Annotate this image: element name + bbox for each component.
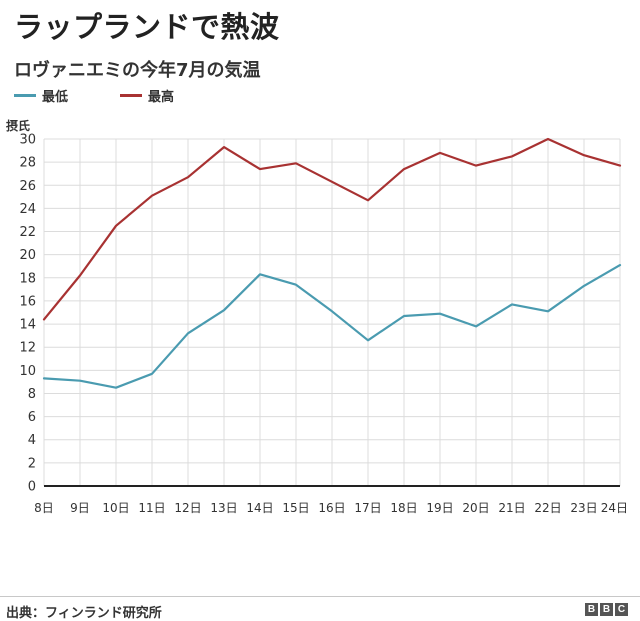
y-tick-label: 2 — [28, 456, 36, 471]
source-credit: 出典：フィンランド研究所 — [6, 602, 162, 621]
y-tick-label: 28 — [19, 156, 36, 171]
y-tick-label: 30 — [19, 133, 36, 148]
y-tick-label: 8 — [28, 387, 36, 402]
x-tick-label: 11日 — [138, 501, 165, 515]
y-tick-label: 20 — [19, 248, 36, 263]
y-tick-label: 16 — [19, 294, 36, 309]
x-tick-label: 23日 — [570, 501, 597, 515]
bbc-logo-letter-c: C — [615, 603, 628, 616]
y-tick-label: 12 — [19, 341, 36, 356]
x-tick-label: 14日 — [246, 501, 273, 515]
y-tick-label: 10 — [19, 364, 36, 379]
x-tick-label: 15日 — [282, 501, 309, 515]
x-tick-label: 24日 — [601, 501, 628, 515]
y-tick-label: 14 — [19, 318, 36, 333]
x-tick-label: 20日 — [462, 501, 489, 515]
y-tick-label: 24 — [19, 202, 36, 217]
bbc-logo: B B C — [583, 603, 628, 616]
x-tick-label: 8日 — [34, 501, 54, 515]
x-tick-label: 13日 — [210, 501, 237, 515]
x-tick-label: 19日 — [426, 501, 453, 515]
y-tick-label: 0 — [28, 480, 36, 495]
x-tick-label: 16日 — [318, 501, 345, 515]
x-tick-label: 21日 — [498, 501, 525, 515]
y-tick-label: 4 — [28, 433, 36, 448]
bbc-logo-letter-b1: B — [585, 603, 598, 616]
y-tick-label: 18 — [19, 271, 36, 286]
y-tick-label: 6 — [28, 410, 36, 425]
x-tick-label: 12日 — [174, 501, 201, 515]
footer-divider — [0, 596, 640, 597]
x-tick-label: 17日 — [354, 501, 381, 515]
x-tick-label: 9日 — [70, 501, 90, 515]
x-tick-label: 22日 — [534, 501, 561, 515]
y-tick-label: 26 — [19, 179, 36, 194]
x-tick-label: 10日 — [102, 501, 129, 515]
x-tick-label: 18日 — [390, 501, 417, 515]
bbc-logo-letter-b2: B — [600, 603, 613, 616]
y-tick-label: 22 — [19, 225, 36, 240]
